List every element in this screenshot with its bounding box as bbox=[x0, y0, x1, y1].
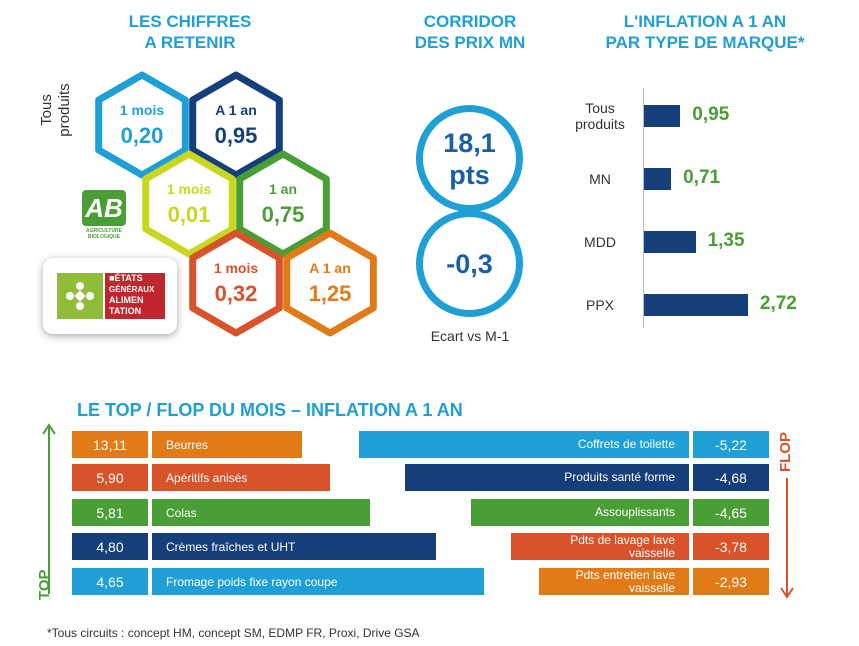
top-value-box: 4,80 bbox=[72, 533, 148, 560]
top-bar: Fromage poids fixe rayon coupe bbox=[152, 568, 484, 595]
ab-logo-subtext: AGRICULTURE BIOLOGIQUE bbox=[85, 228, 122, 240]
ab-bio-logo: AB AGRICULTURE BIOLOGIQUE bbox=[80, 190, 128, 240]
hexagon-1 bbox=[95, 71, 189, 179]
top-value-box: 5,81 bbox=[72, 499, 148, 526]
flop-value-box: -5,22 bbox=[693, 431, 769, 458]
brand-category-line: PPX bbox=[585, 297, 614, 313]
hexagon-6 bbox=[283, 229, 377, 337]
header-corridor-line2: DES PRIX MN bbox=[414, 33, 526, 52]
hexagon-3-value: 0,01 bbox=[168, 202, 211, 227]
brand-chart: 0,95 Tous produits 0,71 MN 1,35 MDD 2,72 PPX bbox=[560, 100, 797, 316]
ega-logo-line4: TATION bbox=[109, 306, 142, 316]
flop-value-box: -4,68 bbox=[693, 464, 769, 491]
header-inflation-line2: PAR TYPE DE MARQUE* bbox=[605, 33, 805, 52]
top-value-box: 5,90 bbox=[72, 464, 148, 491]
header-corridor-line1: CORRIDOR bbox=[423, 12, 517, 31]
hexagon-6-label: A 1 an bbox=[309, 260, 351, 276]
flop-value-box: -3,78 bbox=[693, 533, 769, 560]
ega-logo-card: ■ÉTATS GÉNÉRAUX ALIMEN TATION bbox=[43, 258, 177, 334]
ab-logo-text: AB bbox=[85, 192, 123, 223]
corridor-main-unit: pts bbox=[449, 159, 490, 190]
flop-bar: Assouplissants bbox=[471, 499, 689, 526]
hexagon-5-value: 0,32 bbox=[215, 281, 258, 306]
top-bar: Beurres bbox=[152, 431, 302, 458]
top-value-box: 4,65 bbox=[72, 568, 148, 595]
top-value-box: 13,11 bbox=[72, 431, 148, 458]
header-corridor: CORRIDOR DES PRIX MN bbox=[385, 11, 555, 53]
hexagon-2-value: 0,95 bbox=[215, 123, 258, 148]
hexagon-3 bbox=[142, 150, 236, 258]
brand-category-label: MN bbox=[560, 171, 640, 187]
header-inflation: L'INFLATION A 1 AN PAR TYPE DE MARQUE* bbox=[585, 11, 825, 53]
brand-bar-value: 0,95 bbox=[692, 104, 730, 125]
hexagon-5-label: 1 mois bbox=[214, 260, 259, 276]
flop-bar: Coffrets de toilette bbox=[359, 431, 689, 458]
brand-category-line: Tous bbox=[585, 100, 615, 116]
hexagon-2-label: A 1 an bbox=[215, 102, 257, 118]
hexagon-6-value: 1,25 bbox=[309, 281, 352, 306]
footnote: *Tous circuits : concept HM, concept SM,… bbox=[47, 626, 420, 640]
hexagon-4 bbox=[236, 150, 330, 258]
brand-bar-value: 1,35 bbox=[707, 230, 745, 251]
ega-logo-emblem-icon bbox=[57, 273, 103, 319]
hexagon-1-label: 1 mois bbox=[120, 102, 165, 118]
brand-bar-value: 0,71 bbox=[683, 167, 721, 188]
hexagon-2 bbox=[189, 71, 283, 179]
top-bar: Apéritifs anisés bbox=[152, 464, 330, 491]
ega-logo-line2: GÉNÉRAUX bbox=[109, 285, 155, 294]
flop-bar: Produits santé forme bbox=[405, 464, 689, 491]
header-inflation-line1: L'INFLATION A 1 AN bbox=[623, 12, 787, 31]
brand-chart-axis-line bbox=[643, 88, 644, 328]
top-bar: Colas bbox=[152, 499, 370, 526]
ega-logo-line3: ALIMEN bbox=[109, 295, 144, 305]
header-chiffres-line1: LES CHIFFRES bbox=[128, 12, 252, 31]
brand-category-line: produits bbox=[575, 116, 625, 132]
flop-bar: Pdts de lavage lave vaisselle bbox=[511, 533, 689, 560]
hexagon-grid: 1 mois 0,20 A 1 an 0,95 1 mois 0,01 1 an 0,75 1 … bbox=[95, 71, 377, 337]
corridor-delta-value: -0,3 bbox=[446, 248, 493, 279]
flop-value-box: -4,65 bbox=[693, 499, 769, 526]
brand-category-label: PPX bbox=[560, 297, 640, 313]
flop-value-box: -2,93 bbox=[693, 568, 769, 595]
brand-bar bbox=[644, 168, 672, 190]
flop-arrow-icon bbox=[780, 478, 794, 599]
brand-category-line: MN bbox=[589, 171, 611, 187]
brand-bar bbox=[644, 294, 748, 316]
brand-category-label: Tous produits bbox=[560, 100, 640, 132]
corridor-main-circle: 18,1 pts bbox=[416, 105, 523, 212]
brand-category-line: MDD bbox=[584, 234, 616, 250]
ab-logo-square: AB bbox=[82, 190, 126, 226]
corridor-caption: Ecart vs M-1 bbox=[430, 328, 510, 344]
brand-category-label: MDD bbox=[560, 234, 640, 250]
hexagon-5 bbox=[189, 229, 283, 337]
brand-bar bbox=[644, 105, 681, 127]
topflop-title: LE TOP / FLOP DU MOIS – INFLATION A 1 AN bbox=[77, 400, 463, 420]
hexagon-1-value: 0,20 bbox=[121, 123, 164, 148]
ega-logo-line1: ■ÉTATS bbox=[109, 273, 143, 283]
hexagon-3-label: 1 mois bbox=[167, 181, 212, 197]
header-chiffres-line2: A RETENIR bbox=[144, 33, 236, 52]
ega-logo-text-block: ■ÉTATS GÉNÉRAUX ALIMEN TATION bbox=[105, 273, 165, 319]
hexagon-4-value: 0,75 bbox=[262, 202, 305, 227]
brand-bar bbox=[644, 231, 696, 253]
flop-bar: Pdts entretien lave vaisselle bbox=[539, 568, 689, 595]
corridor-main-value: 18,1 bbox=[443, 127, 496, 158]
header-chiffres: LES CHIFFRES A RETENIR bbox=[95, 11, 285, 53]
top-bar: Crèmes fraîches et UHT bbox=[152, 533, 436, 560]
brand-bar-value: 2,72 bbox=[759, 293, 797, 314]
corridor-delta-circle: -0,3 bbox=[416, 210, 523, 317]
top-arrow-icon bbox=[42, 423, 56, 594]
hexagon-4-label: 1 an bbox=[269, 181, 297, 197]
